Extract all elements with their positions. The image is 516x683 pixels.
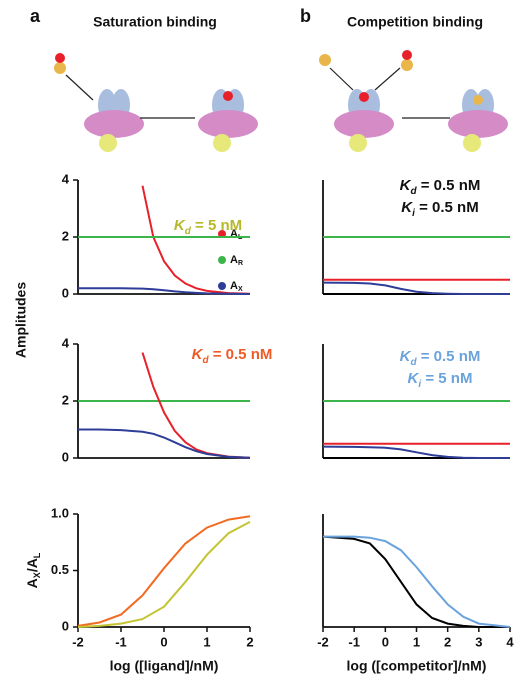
- annotation-text: = 0.5 nM: [415, 199, 479, 216]
- y-tick-label: 1.0: [51, 505, 69, 520]
- y-axis-label: Amplitudes: [13, 282, 29, 358]
- data-line: [141, 185, 251, 295]
- y-tick-label: 0: [62, 449, 69, 464]
- annotation-symbol: K: [400, 348, 412, 365]
- y-tick-label: 0.5: [51, 562, 69, 577]
- y-tick-label: 4: [62, 335, 70, 350]
- x-tick-label: 2: [444, 634, 451, 649]
- annotation-subscript: d: [202, 355, 209, 366]
- legend-name: A: [230, 254, 238, 266]
- subscript: L: [32, 552, 42, 558]
- legend-marker: [218, 282, 226, 290]
- x-tick-label: 2: [246, 634, 253, 649]
- data-line: [322, 445, 510, 459]
- annotation-text: = 0.5 nM: [209, 346, 273, 363]
- legend-name: A: [230, 280, 238, 292]
- legend-name: A: [230, 228, 238, 240]
- annotation: Ki = 5 nM: [408, 370, 473, 390]
- annotation: Kd = 5 nM: [174, 217, 242, 237]
- annotation: Kd = 0.5 nM: [400, 348, 481, 368]
- panel-title: Competition binding: [347, 14, 483, 30]
- x-axis-label: log ([competitor]/nM): [347, 658, 487, 674]
- annotation-symbol: K: [174, 217, 186, 234]
- annotation: Ki = 0.5 nM: [401, 199, 478, 219]
- annotation: Kd = 0.5 nM: [400, 177, 481, 197]
- data-line: [323, 535, 511, 628]
- annotation-symbol: K: [408, 370, 420, 387]
- panel-label: a: [30, 6, 41, 26]
- data-line: [77, 515, 251, 627]
- legend-subscript: R: [238, 260, 243, 267]
- annotation-text: = 0.5 nM: [417, 348, 481, 365]
- y-tick-label: 2: [62, 392, 69, 407]
- annotation-symbol: K: [401, 199, 413, 216]
- data-line: [78, 428, 251, 459]
- annotation-text: = 0.5 nM: [417, 177, 481, 194]
- y-tick-label: 2: [62, 228, 69, 243]
- x-tick-label: 0: [382, 634, 389, 649]
- x-axis-label: log ([ligand]/nM): [110, 658, 219, 674]
- annotation-subscript: i: [412, 208, 415, 219]
- data-line: [78, 287, 251, 295]
- annotation-subscript: d: [410, 357, 417, 368]
- data-line: [322, 281, 510, 295]
- legend-label: AR: [230, 254, 243, 267]
- x-tick-label: -2: [317, 634, 329, 649]
- schematic-a: [54, 53, 258, 152]
- data-line: [77, 521, 251, 628]
- annotation: Kd = 0.5 nM: [192, 346, 273, 366]
- y-axis-label: AX/AL: [24, 552, 43, 588]
- x-tick-label: -2: [72, 634, 84, 649]
- legend-label: AX: [230, 280, 243, 293]
- schematic-b: [319, 50, 508, 152]
- panel-label: b: [300, 6, 311, 26]
- annotation-subscript: d: [185, 226, 192, 237]
- x-tick-label: 1: [413, 634, 420, 649]
- y-tick-label: 0: [62, 618, 69, 633]
- y-tick-label: 0: [62, 285, 69, 300]
- subscript: X: [32, 572, 42, 578]
- legend-subscript: X: [238, 286, 243, 293]
- x-tick-label: -1: [348, 634, 360, 649]
- x-tick-label: -1: [115, 634, 127, 649]
- annotation-symbol: K: [400, 177, 412, 194]
- x-tick-label: 3: [475, 634, 482, 649]
- annotation-subscript: i: [418, 379, 421, 390]
- x-tick-label: 0: [160, 634, 167, 649]
- x-tick-label: 4: [506, 634, 514, 649]
- annotation-symbol: K: [192, 346, 204, 363]
- y-tick-label: 4: [62, 171, 70, 186]
- annotation-text: = 5 nM: [191, 217, 242, 234]
- legend-marker: [218, 256, 226, 264]
- x-tick-label: 1: [203, 634, 210, 649]
- data-line: [322, 535, 510, 628]
- data-line: [141, 352, 251, 459]
- label-part: /A: [24, 558, 40, 572]
- label-part: A: [24, 578, 40, 588]
- panel-title: Saturation binding: [93, 14, 217, 30]
- annotation-text: = 5 nM: [421, 370, 472, 387]
- annotation-subscript: d: [410, 186, 417, 197]
